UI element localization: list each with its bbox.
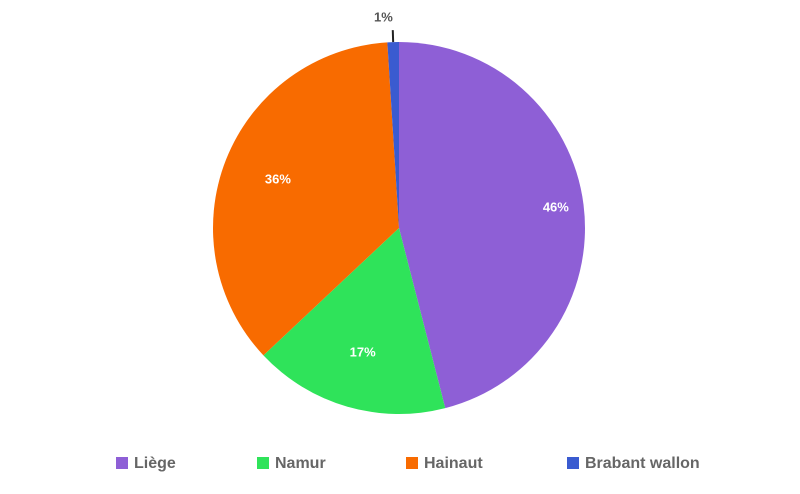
pie-slice	[212, 42, 399, 356]
pie-slice	[387, 42, 399, 228]
legend-label: Hainaut	[424, 455, 483, 472]
legend-label: Brabant wallon	[585, 455, 700, 472]
pie-slice	[399, 42, 586, 409]
legend-swatch	[406, 457, 418, 469]
data-label: 17%	[350, 344, 376, 359]
data-label: 36%	[265, 172, 291, 187]
legend-label: Namur	[275, 455, 326, 472]
legend-swatch	[116, 457, 128, 469]
legend-swatch	[567, 457, 579, 469]
legend-swatch	[257, 457, 269, 469]
legend-label: Liège	[134, 455, 176, 472]
data-label: 1%	[374, 10, 393, 25]
data-label: 46%	[543, 200, 569, 215]
pie-slice	[263, 228, 446, 414]
